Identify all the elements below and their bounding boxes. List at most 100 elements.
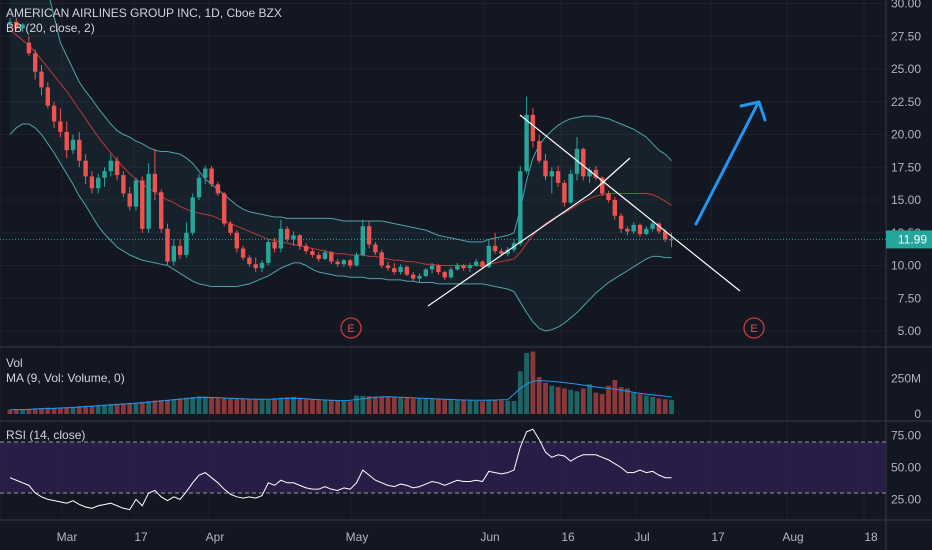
volume-bar: [83, 405, 88, 414]
candle-body: [411, 274, 416, 279]
last-price-label: 11.99: [898, 232, 927, 246]
candle-body: [606, 193, 611, 200]
volume-legend: Vol MA (9, Vol: Volume, 0): [6, 356, 125, 386]
volume-bar: [58, 407, 63, 414]
volume-bar: [436, 399, 441, 414]
volume-bar: [265, 399, 271, 414]
candle-body: [7, 21, 13, 24]
candle-body: [524, 114, 529, 172]
candle-body: [215, 184, 221, 194]
price-tick-label: 30.00: [891, 0, 921, 11]
candle-body: [89, 176, 95, 189]
volume-bar: [625, 388, 630, 414]
volume-bar: [284, 397, 290, 414]
candle-body: [455, 265, 460, 270]
volume-bar: [536, 377, 542, 414]
time-tick-label: Mar: [57, 530, 78, 544]
candle-body: [291, 235, 296, 240]
volume-bar: [360, 395, 366, 414]
volume-bar: [121, 403, 126, 414]
price-tick-label: 17.50: [891, 160, 921, 174]
rsi-tick-label: 25.00: [891, 492, 921, 506]
volume-bar: [524, 352, 529, 414]
candle-body: [505, 249, 510, 254]
volume-bar: [139, 401, 145, 414]
volume-bar: [108, 404, 114, 414]
candle-body: [530, 114, 536, 142]
volume-bar: [467, 400, 473, 414]
volume-bar: [310, 399, 315, 414]
price-axis[interactable]: 5.007.5010.0012.5015.0017.5020.0022.5025…: [886, 0, 932, 506]
symbol-legend: AMERICAN AIRLINES GROUP INC, 1D, Cboe BZ…: [6, 6, 282, 36]
candle-body: [114, 160, 120, 176]
volume-bar: [196, 396, 202, 414]
candle-body: [26, 42, 32, 54]
candle-body: [555, 171, 561, 183]
candle-body: [140, 180, 145, 229]
volume-bar: [650, 396, 655, 414]
volume-bar: [133, 402, 139, 414]
candle-body: [297, 235, 302, 246]
volume-bar: [26, 408, 32, 414]
symbol-title[interactable]: AMERICAN AIRLINES GROUP INC, 1D, Cboe BZ…: [6, 6, 282, 20]
time-axis[interactable]: Mar 17 Apr May Jun 16 Jul 17 Aug 18: [57, 530, 878, 544]
candle-body: [385, 265, 391, 269]
volume-bar: [593, 392, 599, 414]
candle-body: [278, 228, 284, 249]
volume-bar: [127, 402, 133, 414]
volume-bar: [158, 400, 164, 414]
volume-bar: [410, 398, 416, 414]
price-tick-label: 7.50: [898, 291, 922, 305]
volume-bar: [247, 399, 252, 414]
volume-bar: [39, 408, 44, 414]
volume-bar: [165, 399, 170, 414]
volume-bar: [335, 400, 340, 414]
volume-bar: [272, 398, 277, 414]
volume-tick-label: 0: [914, 407, 921, 421]
candle-body: [177, 245, 183, 256]
candle-body: [184, 232, 189, 256]
volume-bar: [13, 409, 19, 414]
volume-bar: [234, 398, 240, 414]
price-tick-label: 25.00: [891, 62, 921, 76]
candle-body: [322, 252, 328, 259]
candle-body: [669, 239, 674, 241]
candle-body: [612, 200, 617, 216]
volume-bar: [391, 397, 397, 414]
candle-body: [45, 87, 50, 106]
volume-bar: [442, 399, 448, 414]
candle-body: [51, 105, 57, 122]
vol-legend-label[interactable]: Vol: [6, 356, 23, 370]
candle-body: [417, 275, 422, 279]
candle-body: [581, 148, 586, 177]
volume-bar: [549, 385, 555, 414]
volume-bar: [259, 399, 265, 414]
volume-bar: [643, 395, 649, 414]
candle-body: [33, 53, 38, 72]
candle-body: [70, 139, 76, 151]
candle-body: [159, 192, 164, 229]
volume-bar: [322, 400, 328, 414]
candle-body: [600, 177, 605, 194]
bb-legend-label[interactable]: BB (20, close, 2): [6, 21, 95, 35]
candle-body: [656, 223, 662, 232]
candle-body: [228, 223, 233, 233]
candle-body: [448, 269, 454, 278]
volume-bar: [177, 398, 183, 414]
volume-bar: [171, 399, 177, 414]
volume-bar: [517, 371, 523, 414]
candle-body: [354, 255, 359, 266]
rsi-band-fill: [0, 442, 886, 493]
candle-body: [379, 252, 384, 266]
candle-body: [467, 265, 473, 269]
vol-ma-legend-label[interactable]: MA (9, Vol: Volume, 0): [6, 371, 125, 385]
candle-body: [266, 241, 271, 263]
candle-body: [329, 252, 334, 262]
candle-body: [190, 197, 195, 233]
volume-bar: [184, 397, 189, 414]
volume-bar: [398, 397, 403, 414]
candle-body: [240, 248, 246, 258]
rsi-legend-label[interactable]: RSI (14, close): [6, 428, 86, 442]
